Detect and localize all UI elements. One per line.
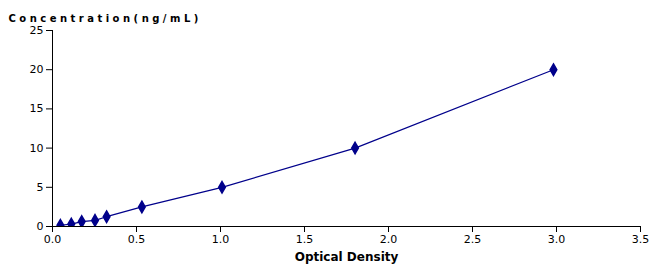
svg-text:Optical Density: Optical Density — [295, 250, 399, 264]
svg-text:3.0: 3.0 — [548, 233, 566, 246]
svg-text:0.5: 0.5 — [128, 233, 146, 246]
svg-text:3.5: 3.5 — [632, 233, 650, 246]
svg-text:25: 25 — [30, 24, 44, 37]
svg-text:2.5: 2.5 — [464, 233, 482, 246]
svg-text:0: 0 — [37, 220, 44, 233]
svg-text:0.0: 0.0 — [44, 233, 62, 246]
svg-text:C o n c e n t r a t i o n ( n: C o n c e n t r a t i o n ( n g / m L ) — [9, 13, 199, 24]
svg-text:1.0: 1.0 — [212, 233, 230, 246]
svg-text:2.0: 2.0 — [380, 233, 398, 246]
svg-text:1.5: 1.5 — [296, 233, 314, 246]
svg-text:20: 20 — [30, 63, 44, 76]
svg-text:15: 15 — [30, 102, 44, 115]
svg-text:5: 5 — [37, 181, 44, 194]
svg-text:10: 10 — [30, 142, 44, 155]
